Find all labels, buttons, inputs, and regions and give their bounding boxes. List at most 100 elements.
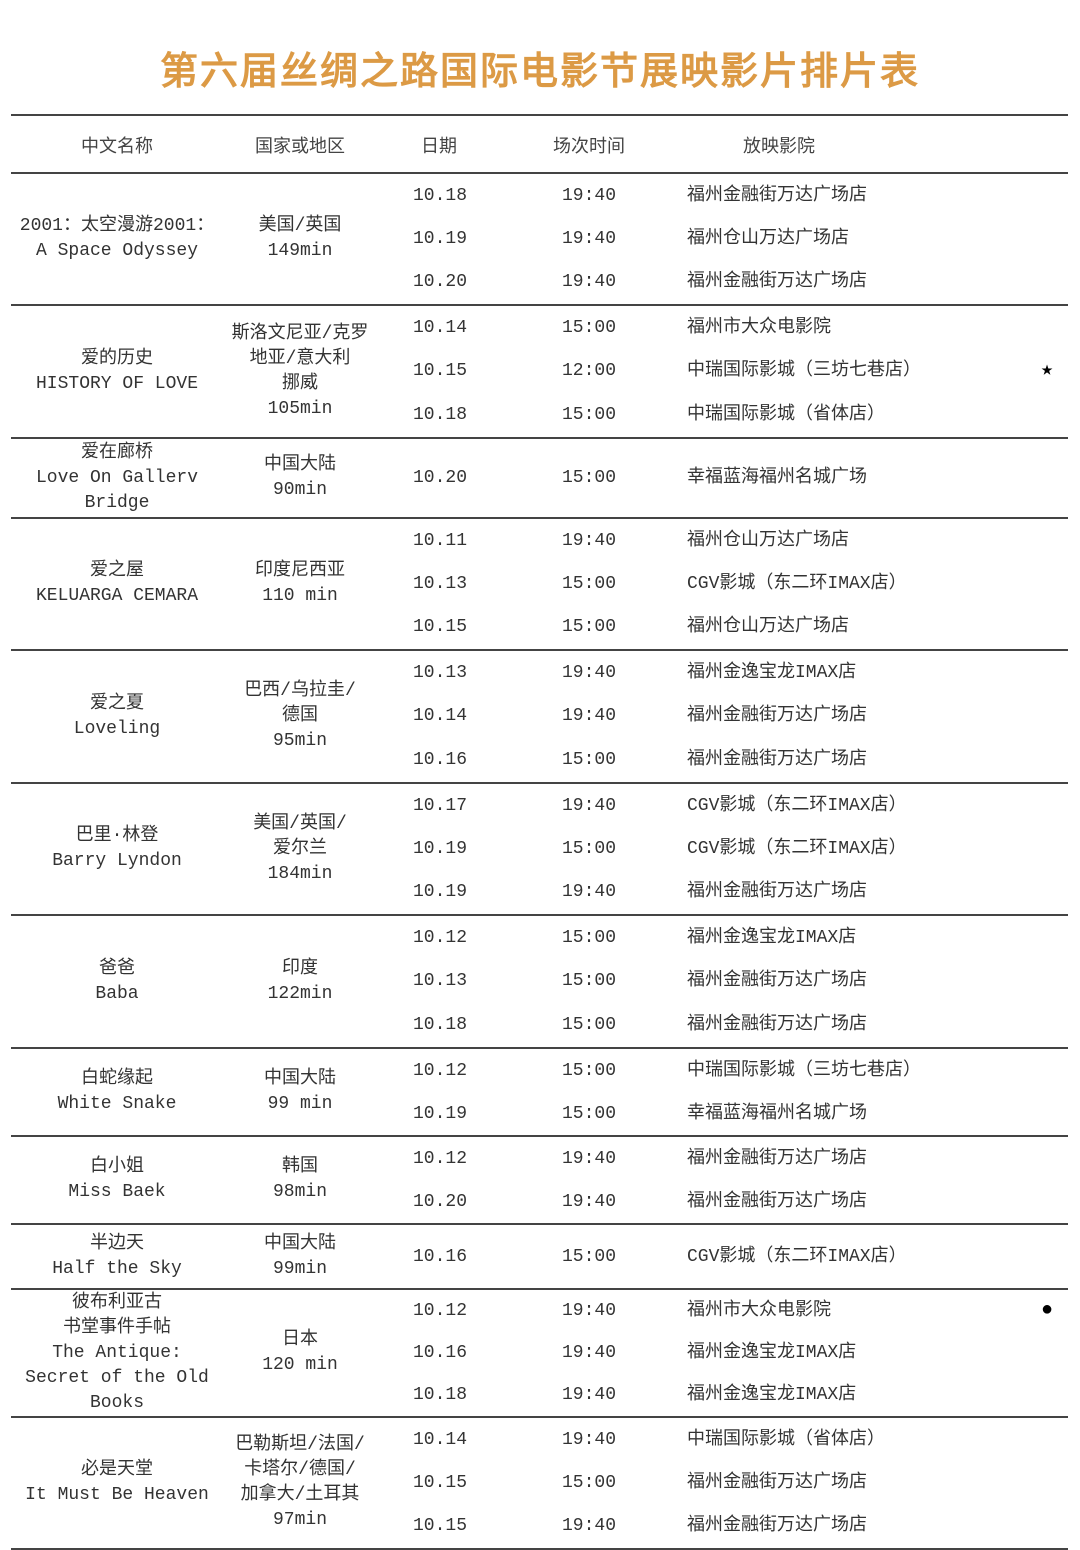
screenings: 10.16 15:00 CGV影城（东二环IMAX店） bbox=[377, 1225, 1068, 1288]
screening-date: 10.12 bbox=[413, 1148, 468, 1169]
screening-cinema: 幸福蓝海福州名城广场 bbox=[687, 468, 867, 488]
film-name-cell: 巴里·林登 Barry Lyndon bbox=[11, 784, 223, 914]
film-name-cell: 爱的历史 HISTORY OF LOVE bbox=[11, 306, 223, 437]
country-line: 美国/英国/ bbox=[253, 813, 347, 834]
country-line: 99min bbox=[272, 1258, 327, 1279]
screening-cinema: 福州仓山万达广场店 bbox=[687, 617, 849, 638]
film-name-line: KELUARGA CEMARA bbox=[35, 586, 199, 606]
country-line: 95min bbox=[272, 731, 327, 751]
screening-date: 10.19 bbox=[413, 1103, 468, 1124]
table-row: 爸爸 Baba 印度 122min 10.12 15:00 福州金逸宝龙IMAX店 10.13… bbox=[11, 916, 1068, 1049]
screening-date: 10.12 bbox=[413, 1301, 468, 1321]
screening-time: 15:00 bbox=[562, 1015, 617, 1036]
screening-date: 10.14 bbox=[413, 317, 468, 338]
film-name-cell: 爸爸 Baba bbox=[11, 916, 223, 1047]
screening-time: 19:40 bbox=[562, 882, 617, 903]
screening-row: 10.16 15:00 福州金融街万达广场店 bbox=[377, 745, 1068, 775]
film-name-line: Miss Baek bbox=[68, 1182, 166, 1202]
film-name-line: 爱之屋 bbox=[90, 561, 144, 581]
screening-row: 10.18 19:40 福州金逸宝龙IMAX店 bbox=[377, 1380, 1068, 1410]
screening-date: 10.14 bbox=[413, 706, 468, 727]
screening-cinema: 福州金融街万达广场店 bbox=[687, 1015, 867, 1036]
screening-row: 10.16 19:40 福州金逸宝龙IMAX店 bbox=[377, 1338, 1068, 1368]
screening-row: 10.16 15:00 CGV影城（东二环IMAX店） bbox=[377, 1242, 1068, 1272]
country-line: 105min bbox=[267, 398, 333, 419]
screening-time: 15:00 bbox=[562, 927, 617, 948]
screening-date: 10.15 bbox=[413, 1472, 468, 1493]
film-name-cell: 爱之夏 Loveling bbox=[11, 651, 223, 782]
country-line: 韩国 bbox=[282, 1157, 318, 1177]
country-cell: 美国/英国 149min bbox=[223, 174, 377, 304]
screening-cinema: 福州金逸宝龙IMAX店 bbox=[687, 927, 857, 948]
screening-row: 10.18 15:00 福州金融街万达广场店 bbox=[377, 1010, 1068, 1040]
screening-row: 10.12 19:40 福州市大众电影院 ● bbox=[377, 1296, 1068, 1326]
screening-row: 10.19 15:00 幸福蓝海福州名城广场 bbox=[377, 1099, 1068, 1129]
screening-time: 19:40 bbox=[562, 1385, 617, 1405]
screening-row: 10.18 15:00 中瑞国际影城（省体店） bbox=[377, 400, 1068, 430]
screenings: 10.18 19:40 福州金融街万达广场店 10.19 19:40 福州仓山万达广场店 1… bbox=[377, 174, 1068, 304]
screenings: 10.14 15:00 福州市大众电影院 10.15 12:00 中瑞国际影城（三坊七巷店… bbox=[377, 306, 1068, 437]
table-row: 爱之屋 KELUARGA CEMARA 印度尼西亚 110 min 10.11 19:40… bbox=[11, 519, 1068, 651]
screenings: 10.12 19:40 福州市大众电影院 ● 10.16 19:40 福州金逸宝龙IMAX店… bbox=[377, 1290, 1068, 1416]
header-date: 日期 bbox=[421, 136, 457, 157]
country-line: 斯洛文尼亚/克罗 bbox=[231, 323, 369, 344]
screening-row: 10.19 19:40 福州仓山万达广场店 bbox=[377, 224, 1068, 254]
screening-row: 10.20 19:40 福州金融街万达广场店 bbox=[377, 267, 1068, 297]
screening-cinema: 幸福蓝海福州名城广场 bbox=[687, 1103, 867, 1124]
screening-cinema: 福州金逸宝龙IMAX店 bbox=[687, 1385, 857, 1405]
screening-row: 10.18 19:40 福州金融街万达广场店 bbox=[377, 181, 1068, 211]
screening-cinema: 福州仓山万达广场店 bbox=[687, 530, 849, 551]
screening-time: 19:40 bbox=[562, 706, 617, 727]
header-time: 场次时间 bbox=[553, 136, 625, 157]
country-cell: 巴勒斯坦/法国/卡塔尔/德国/加拿大/土耳其 97min bbox=[223, 1418, 377, 1548]
film-name-line: The Antique: bbox=[52, 1342, 182, 1363]
header-country: 国家或地区 bbox=[255, 136, 345, 157]
film-name-line: Books bbox=[89, 1392, 144, 1413]
country-line: 日本 bbox=[282, 1330, 318, 1350]
screening-cinema: CGV影城（东二环IMAX店） bbox=[687, 838, 907, 859]
country-cell: 斯洛文尼亚/克罗 地亚/意大利 挪威 105min bbox=[223, 306, 377, 437]
screening-time: 15:00 bbox=[562, 838, 617, 859]
screening-time: 19:40 bbox=[562, 795, 617, 816]
film-name-line: 爱的历史 bbox=[81, 348, 153, 369]
screening-date: 10.16 bbox=[413, 1343, 468, 1363]
screening-cinema: 福州金融街万达广场店 bbox=[687, 272, 867, 293]
table-row: 半边天 Half the Sky 中国大陆 99min 10.16 15:00 CGV影城（… bbox=[11, 1225, 1068, 1290]
screening-row: 10.14 19:40 福州金融街万达广场店 bbox=[377, 701, 1068, 731]
screening-row: 10.11 19:40 福州仓山万达广场店 bbox=[377, 526, 1068, 556]
film-name-line: Secret of the Old bbox=[25, 1367, 209, 1388]
country-line: 地亚/意大利 bbox=[249, 348, 351, 369]
country-line: 挪威 bbox=[282, 373, 318, 394]
screening-date: 10.18 bbox=[413, 185, 468, 206]
screening-time: 15:00 bbox=[562, 317, 617, 338]
country-line: 90min bbox=[272, 480, 327, 500]
country-cell: 中国大陆 99min bbox=[223, 1225, 377, 1288]
screening-time: 19:40 bbox=[562, 272, 617, 293]
screening-time: 15:00 bbox=[562, 1246, 617, 1267]
screening-date: 10.18 bbox=[413, 405, 468, 426]
film-name-cell: 必是天堂 It Must Be Heaven bbox=[11, 1418, 223, 1548]
country-line: 中国大陆 bbox=[264, 1069, 336, 1089]
screening-row: 10.12 19:40 福州金融街万达广场店 bbox=[377, 1144, 1068, 1174]
screening-cinema: 中瑞国际影城（省体店） bbox=[687, 405, 885, 426]
country-cell: 中国大陆 90min bbox=[223, 439, 377, 517]
table-row: 爱之夏 Loveling 巴西/乌拉圭/德国 95min 10.13 19:40 福州金逸宝… bbox=[11, 651, 1068, 784]
screenings: 10.13 19:40 福州金逸宝龙IMAX店 10.14 19:40 福州金融街万达广场… bbox=[377, 651, 1068, 782]
country-cell: 日本 120 min bbox=[223, 1290, 377, 1416]
country-line: 美国/英国 bbox=[258, 216, 342, 236]
screening-date: 10.17 bbox=[413, 795, 468, 816]
screening-time: 15:00 bbox=[562, 750, 617, 771]
film-name-line: 彼布利亚古 bbox=[72, 1292, 162, 1313]
country-line: 120 min bbox=[262, 1355, 338, 1375]
screening-row: 10.12 15:00 福州金逸宝龙IMAX店 bbox=[377, 923, 1068, 953]
screening-date: 10.12 bbox=[413, 927, 468, 948]
screenings: 10.20 15:00 幸福蓝海福州名城广场 bbox=[377, 439, 1068, 517]
film-name-line: A Space Odyssey bbox=[35, 241, 199, 261]
screening-row: 10.19 15:00 CGV影城（东二环IMAX店） bbox=[377, 834, 1068, 864]
screening-row: 10.13 15:00 CGV影城（东二环IMAX店） bbox=[377, 569, 1068, 599]
table-row: 爱在廊桥 Love On Gallerv Bridge 中国大陆 90min 10.20 1… bbox=[11, 439, 1068, 519]
country-cell: 巴西/乌拉圭/德国 95min bbox=[223, 651, 377, 782]
screening-time: 15:00 bbox=[562, 1472, 617, 1493]
screening-cinema: 福州仓山万达广场店 bbox=[687, 228, 849, 249]
screening-time: 19:40 bbox=[562, 1301, 617, 1321]
